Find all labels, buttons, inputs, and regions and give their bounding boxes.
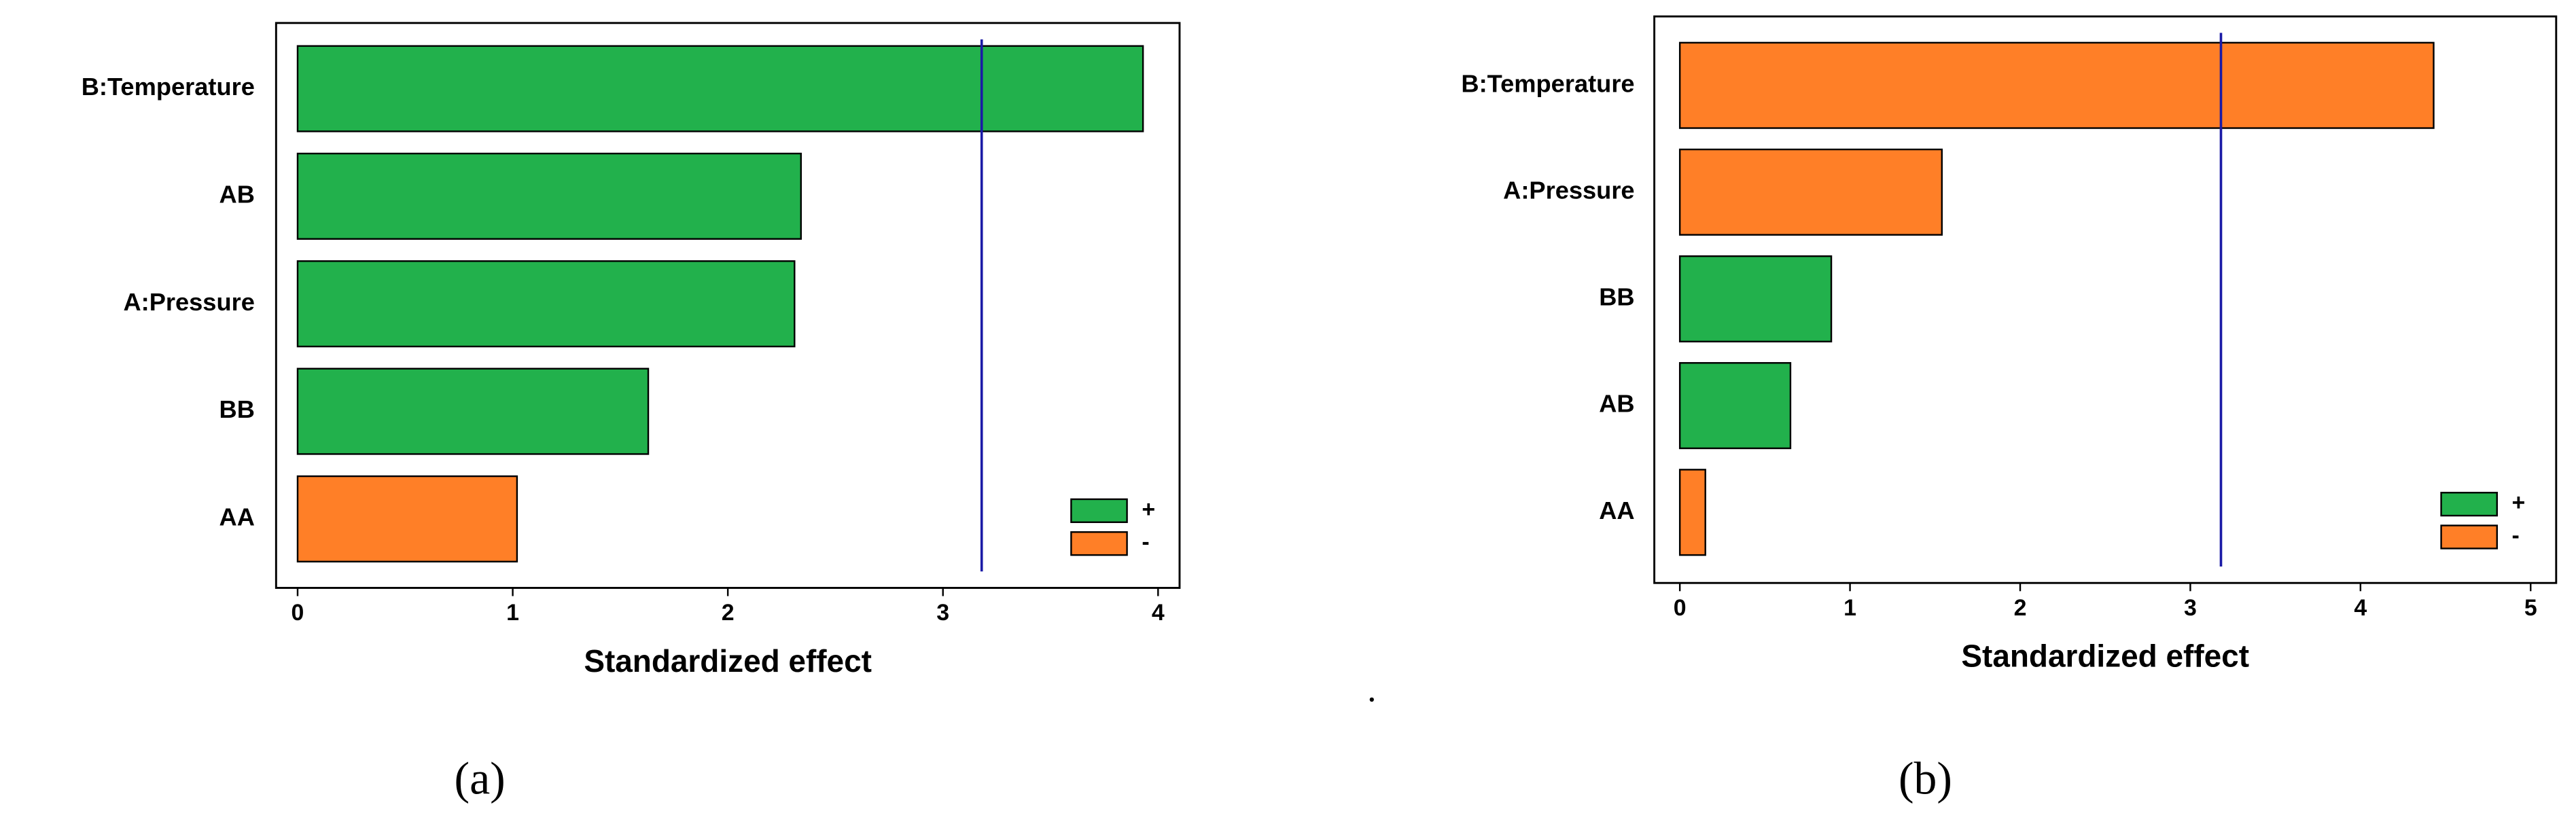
legend-swatch xyxy=(2440,524,2498,550)
category-label: B:Temperature xyxy=(82,73,255,101)
bar xyxy=(296,260,796,348)
legend-label: + xyxy=(1142,497,1155,522)
legend-swatch xyxy=(2440,492,2498,517)
bar xyxy=(1678,148,1943,236)
bar xyxy=(296,45,1144,132)
category-label: AB xyxy=(219,180,255,208)
x-tick-label: 4 xyxy=(1152,600,1165,626)
category-label: BB xyxy=(219,395,255,423)
x-axis-label: Standardized effect xyxy=(584,643,872,679)
x-tick-label: 2 xyxy=(722,600,735,626)
legend-label: - xyxy=(2512,522,2520,548)
bar xyxy=(1678,255,1833,343)
legend-swatch xyxy=(1070,531,1128,556)
x-tick-label: 3 xyxy=(2184,595,2197,621)
x-tick-label: 1 xyxy=(1843,595,1856,621)
x-tick-label: 1 xyxy=(506,600,519,626)
bar xyxy=(296,367,650,455)
bar xyxy=(1678,469,1706,556)
stray-dot xyxy=(1369,697,1374,702)
bar xyxy=(296,152,802,240)
bar xyxy=(1678,41,2435,129)
x-tick-label: 5 xyxy=(2524,595,2537,621)
category-label: BB xyxy=(1599,283,1634,311)
bar xyxy=(1678,362,1792,450)
bar xyxy=(296,475,518,562)
plot-frame xyxy=(1653,15,2558,584)
caption: (a) xyxy=(455,753,506,804)
category-label: AB xyxy=(1599,390,1634,418)
x-tick-label: 2 xyxy=(2014,595,2027,621)
caption: (b) xyxy=(1899,753,1952,804)
x-axis-label: Standardized effect xyxy=(1961,639,2249,674)
x-tick-label: 0 xyxy=(1674,595,1687,621)
category-label: B:Temperature xyxy=(1461,69,1634,97)
category-label: AA xyxy=(219,503,255,531)
category-label: A:Pressure xyxy=(1503,176,1634,204)
category-label: A:Pressure xyxy=(123,288,254,316)
x-tick-label: 0 xyxy=(292,600,304,626)
legend-label: + xyxy=(2512,490,2526,516)
x-tick-label: 3 xyxy=(936,600,949,626)
legend-label: - xyxy=(1142,529,1149,555)
category-label: AA xyxy=(1599,497,1634,524)
x-tick-label: 4 xyxy=(2354,595,2367,621)
legend-swatch xyxy=(1070,498,1128,523)
